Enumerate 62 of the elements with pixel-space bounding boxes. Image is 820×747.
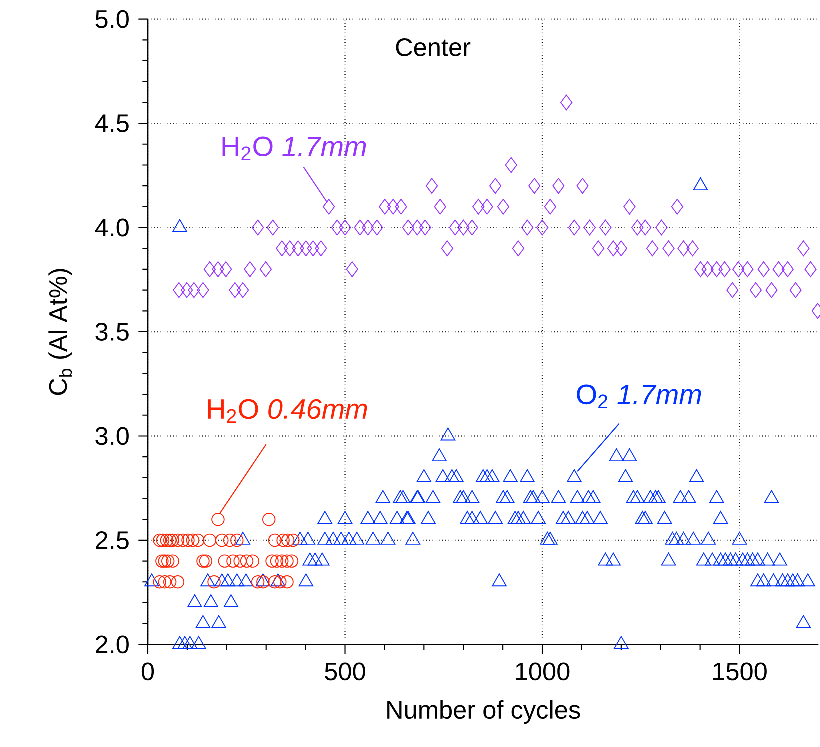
point [246,554,260,568]
point [171,576,185,589]
point [274,576,287,589]
point [262,513,276,526]
point [176,534,190,548]
y-tick-label: 4.5 [95,114,129,133]
x-tick-label: 1500 [714,662,767,681]
point [251,576,265,589]
text: H$_{2}$O 0.46mm [208,400,368,424]
y-tick-label: 3.5 [96,323,129,342]
y-tick-label: 3.0 [96,427,129,446]
point [281,534,295,548]
x-tick-label: 500 [325,662,366,681]
point [268,534,282,548]
point [156,554,169,568]
y-axis-title: C$_{b}$ (Al At%) [48,269,72,396]
point [153,576,166,589]
annotation: Center [396,38,471,57]
point [280,554,294,568]
point [266,554,279,568]
point [192,534,205,548]
point [223,534,237,548]
point [196,554,210,568]
x-tick-label: 0 [142,662,154,681]
point [234,554,247,568]
point [226,554,240,568]
series-label: O$_{2}$ 1.7mm [577,384,702,409]
point [268,576,282,589]
point [203,534,217,548]
point [160,534,174,548]
y-tick-label: 4.0 [95,218,129,237]
point [186,534,200,548]
y-tick-label: 5.0 [96,10,129,28]
point [216,534,229,548]
point [230,534,244,548]
x-tick-label: 1000 [516,662,570,681]
point [286,534,300,548]
point [182,534,195,548]
point [199,554,213,568]
y-tick-label: 2.5 [96,532,129,550]
point [158,576,172,589]
point [240,554,254,568]
point [285,554,299,568]
point [280,576,294,589]
point [163,534,177,548]
point [166,554,180,568]
x-axis-title: Number of cycles [388,700,580,724]
point [171,534,185,548]
point [212,513,225,526]
point [166,534,180,548]
point [208,576,221,589]
point [218,554,232,568]
point [163,576,177,589]
point [162,554,175,568]
point [270,554,284,568]
point [276,534,290,548]
point [153,534,166,548]
point [158,554,172,568]
point [276,554,289,568]
point [156,534,170,548]
y-tick-label: 2.0 [96,636,129,654]
series-label: H$_{2}$O 1.7mm [222,136,366,161]
